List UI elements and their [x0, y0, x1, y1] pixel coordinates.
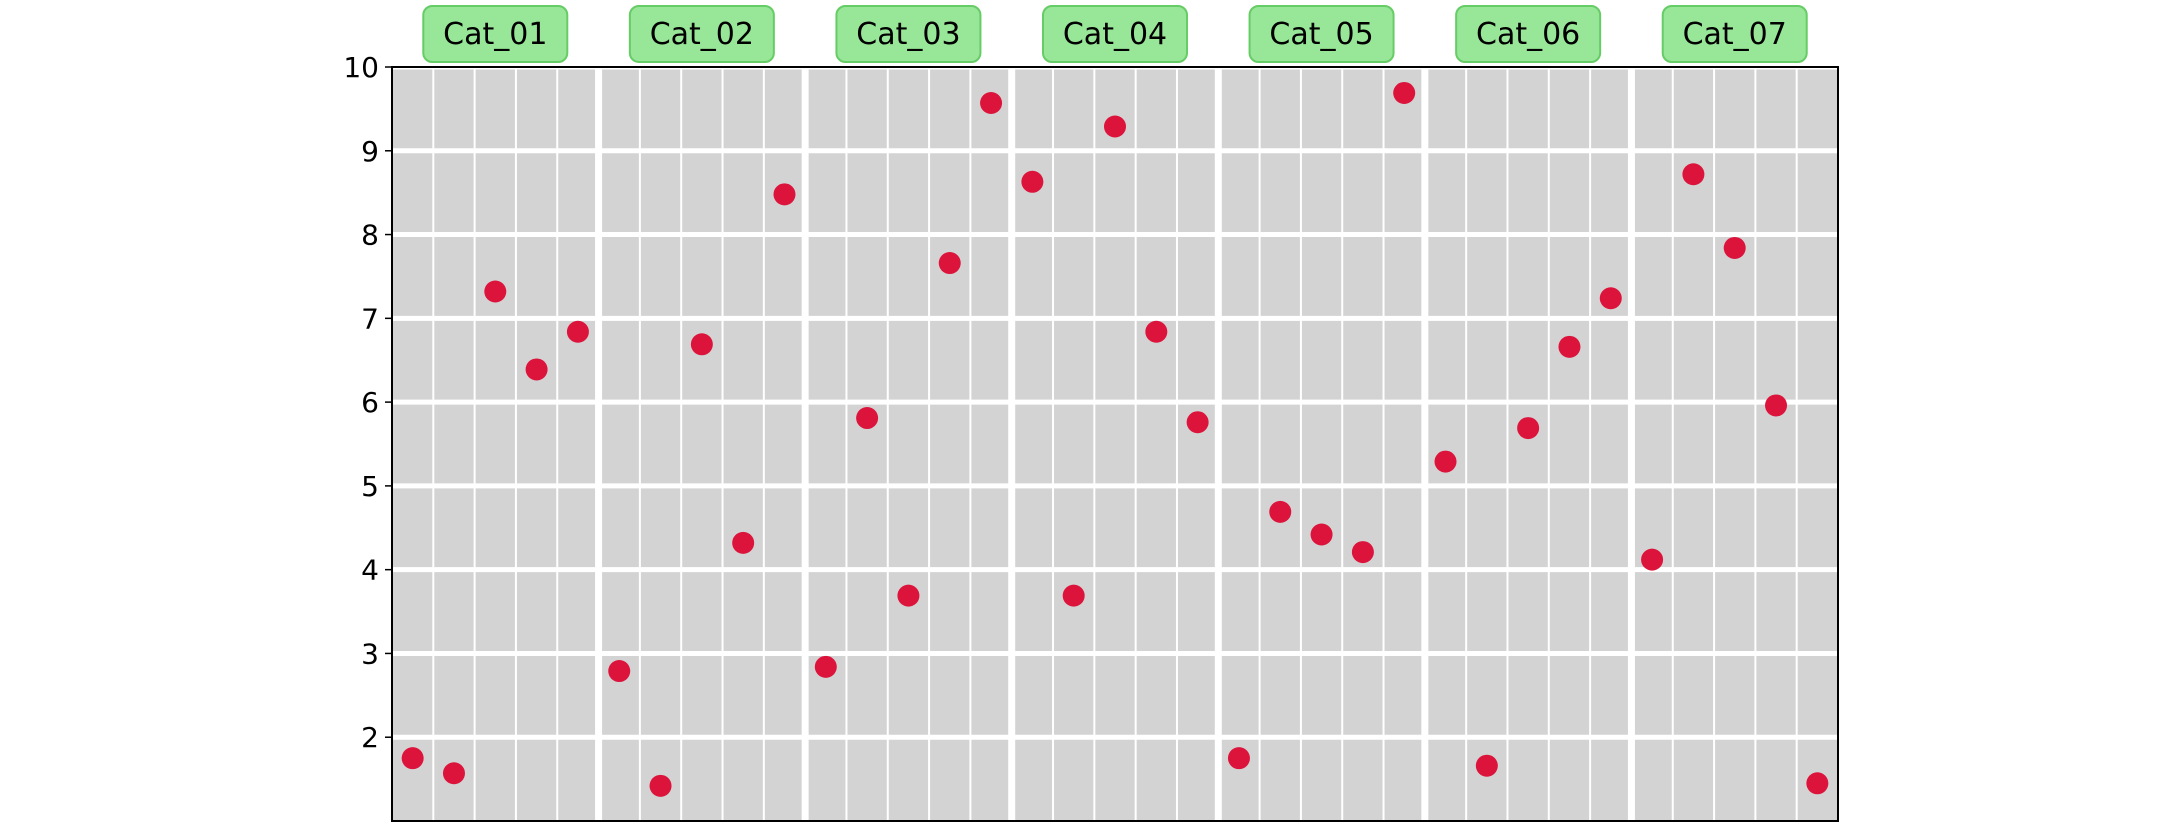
y-tick-label: 10: [343, 51, 379, 84]
data-point: [1021, 170, 1044, 193]
data-point: [1723, 236, 1746, 259]
data-point: [525, 358, 548, 381]
data-point: [442, 762, 465, 785]
y-tick-label: 6: [361, 386, 379, 419]
data-point: [938, 252, 961, 275]
data-point: [608, 660, 631, 683]
y-tick-label: 2: [361, 721, 379, 754]
data-point: [897, 584, 920, 607]
data-point: [773, 183, 796, 206]
category-label: Cat_01: [443, 17, 547, 52]
data-point: [1104, 115, 1126, 138]
data-point: [1227, 747, 1250, 770]
data-point: [980, 92, 1003, 115]
category-label: Cat_04: [1063, 17, 1167, 52]
category-label-box: [1042, 5, 1188, 63]
category-label-box: [835, 5, 982, 63]
plot-frame: [391, 66, 1839, 822]
data-point: [1145, 320, 1168, 343]
data-point: [1806, 772, 1829, 795]
data-point: [856, 407, 879, 430]
y-tick-label: 9: [361, 135, 379, 168]
category-label-box: [1455, 5, 1602, 63]
data-point: [484, 280, 507, 303]
category-label: Cat_05: [1269, 17, 1373, 52]
y-tick-label: 5: [361, 470, 379, 503]
data-point: [1599, 287, 1622, 310]
data-point: [690, 333, 713, 356]
plot-area: [392, 67, 1838, 821]
data-point: [1393, 81, 1416, 104]
data-point: [401, 747, 424, 770]
data-point: [1351, 541, 1374, 564]
data-point: [1310, 523, 1333, 546]
data-point: [732, 531, 755, 554]
category-label: Cat_02: [650, 17, 754, 52]
category-label-box: [628, 5, 775, 63]
category-label-box: [1661, 5, 1808, 63]
y-tick-label: 4: [361, 554, 379, 587]
data-point: [1475, 754, 1498, 777]
y-tick-label: 7: [361, 302, 379, 335]
data-point: [1765, 394, 1788, 417]
data-point: [1641, 548, 1664, 571]
data-point: [1269, 500, 1292, 523]
category-label: Cat_07: [1683, 17, 1787, 52]
data-point: [649, 774, 672, 797]
category-label: Cat_03: [856, 17, 960, 52]
category-label-box: [422, 5, 569, 63]
data-point: [1186, 411, 1209, 434]
category-label: Cat_06: [1476, 17, 1580, 52]
category-label-box: [1248, 5, 1395, 63]
y-tick-label: 8: [361, 219, 379, 252]
data-point: [1682, 163, 1705, 186]
data-point: [1434, 450, 1457, 473]
data-point: [1558, 335, 1581, 358]
data-point: [1517, 417, 1540, 440]
data-point: [814, 655, 837, 678]
y-tick-label: 3: [361, 637, 379, 670]
data-point: [566, 320, 589, 343]
data-point: [1062, 584, 1085, 607]
